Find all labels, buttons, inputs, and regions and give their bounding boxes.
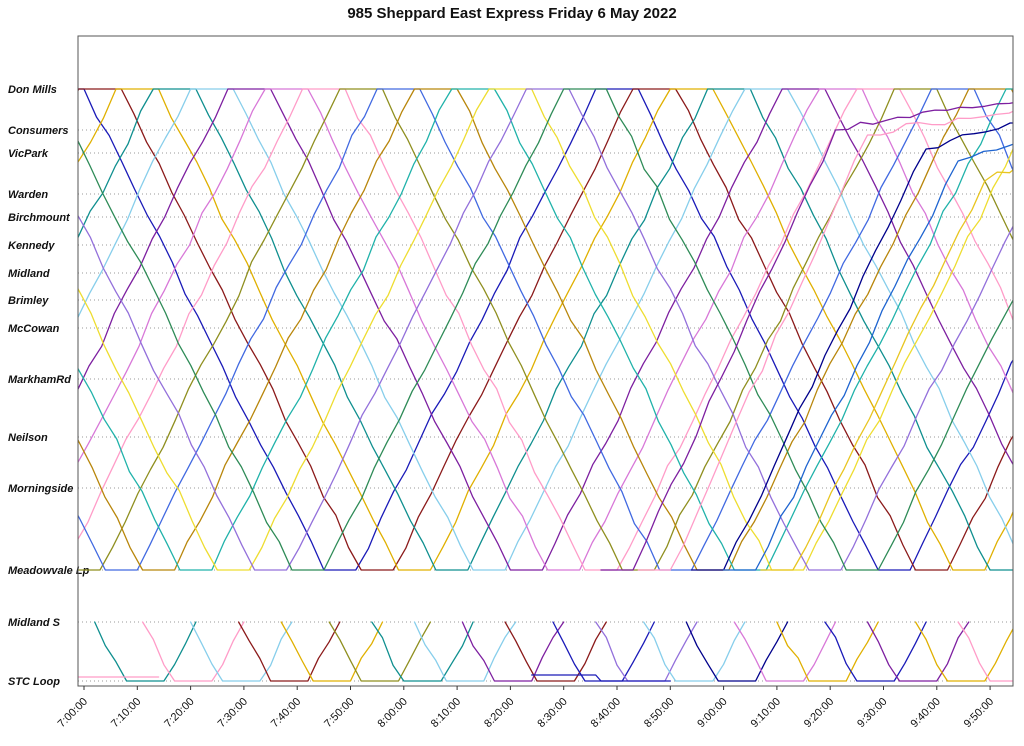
trip-line [504,621,607,682]
station-label: Brimley [8,295,49,307]
trip-line [141,621,245,682]
trip-line [824,621,927,682]
trip-line [78,88,1013,571]
trip-line [371,621,474,682]
x-tick-label: 8:00:00 [375,696,409,730]
trip-line [722,143,1013,571]
station-label: Warden [8,189,48,201]
trip-line [78,88,1013,571]
x-tick-label: 7:50:00 [322,696,356,730]
trip-line [685,621,789,682]
trip-line [78,88,1013,571]
trip-line [866,621,970,682]
trip-line [531,674,671,682]
trip-line [78,88,1013,571]
x-tick-label: 9:40:00 [908,696,942,730]
trip-line [78,88,1013,571]
x-tick-label: 9:50:00 [962,696,996,730]
x-tick-label: 9:00:00 [695,696,729,730]
station-label: McCowan [8,323,60,335]
trip-line [78,88,1013,571]
x-tick-label: 8:20:00 [482,696,516,730]
trip-line [642,621,746,682]
trip-line [78,88,1013,571]
trip-line [552,621,655,682]
trip-line [413,621,517,682]
x-tick-label: 7:00:00 [56,696,90,730]
station-label: Neilson [8,432,48,444]
station-label: MarkhamRd [8,374,71,386]
x-tick-label: 8:40:00 [589,696,623,730]
x-tick-label: 8:50:00 [642,696,676,730]
trip-line [189,621,293,682]
x-tick-label: 8:10:00 [429,696,463,730]
trip-line [461,621,565,682]
x-tick-label: 9:30:00 [855,696,889,730]
trip-line [78,88,1013,571]
trip-line [914,621,1013,682]
station-label: VicPark [8,148,49,160]
trip-line [328,621,432,682]
trip-line [78,88,1013,571]
x-tick-label: 7:40:00 [269,696,303,730]
trip-line [78,88,1013,571]
station-label: Midland S [8,617,61,629]
trip-line [595,621,698,682]
trip-line [78,88,1013,571]
plot-frame [77,35,1014,687]
station-label: Morningside [8,483,73,495]
trip-line [957,621,1013,682]
x-tick-label: 8:30:00 [535,696,569,730]
trip-line [776,621,879,682]
x-tick-label: 7:20:00 [162,696,196,730]
station-label: Meadowvale Lp [8,565,90,577]
trip-line [78,88,1013,571]
trip-line [733,621,837,682]
x-tick-label: 9:10:00 [749,696,783,730]
trip-line [637,110,1013,571]
trips-layer [78,88,1013,682]
trip-line [237,621,341,682]
trip-line [78,88,1013,571]
trip-line [78,88,1013,571]
station-label: Midland [8,268,50,280]
trip-line [690,122,1013,571]
trip-line [94,621,197,682]
x-tick-label: 7:30:00 [216,696,250,730]
station-label: Consumers [8,125,69,137]
x-tick-label: 7:10:00 [109,696,143,730]
chart-title: 985 Sheppard East Express Friday 6 May 2… [347,5,676,22]
station-label: Kennedy [8,240,55,252]
trip-line [760,169,1013,571]
trip-line [600,102,1013,571]
station-label: Birchmount [8,212,71,224]
station-label: Don Mills [8,84,57,96]
x-tick-label: 9:20:00 [802,696,836,730]
station-label: STC Loop [8,676,60,688]
trip-line [78,88,1013,571]
trip-line [280,621,384,682]
